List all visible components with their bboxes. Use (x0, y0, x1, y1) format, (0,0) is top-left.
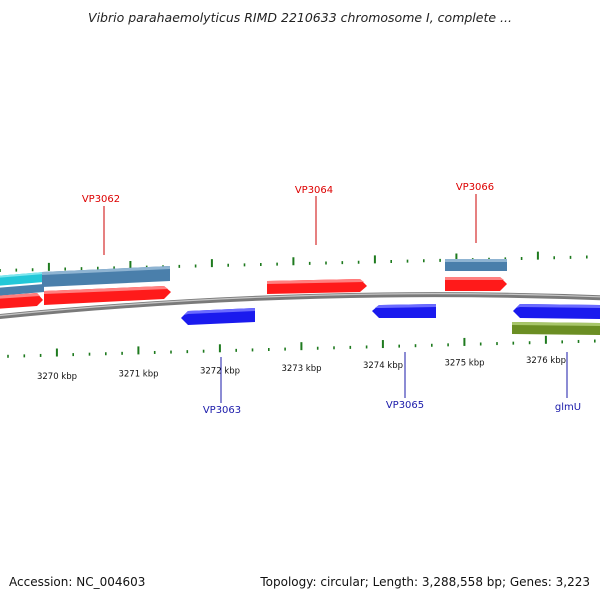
scale-labels: 3270 kbp 3271 kbp 3272 kbp 3273 kbp 3274 kbp… (37, 356, 566, 382)
gene-label-vp3065: VP3065 (386, 400, 424, 411)
scale-label-3272: 3272 kbp (200, 367, 240, 377)
scale-label-3273: 3273 kbp (281, 364, 321, 374)
forward-gene-vp3062 (44, 286, 171, 305)
reverse-gene-glmu (513, 304, 600, 319)
scale-label-3271: 3271 kbp (118, 369, 158, 379)
chromosome-backbone-highlight (0, 293, 600, 317)
gene-labels: VP3062 VP3063 VP3064 VP3065 VP3066 glmU (82, 182, 581, 416)
cds-block-left (0, 284, 44, 296)
inner-tick-ring (7, 335, 596, 358)
forward-gene-vp3064 (267, 279, 367, 294)
scale-label-3276: 3276 kbp (526, 356, 566, 366)
olive-feature (512, 322, 600, 335)
map-title: Vibrio parahaemolyticus RIMD 2210633 chr… (88, 10, 512, 25)
gene-label-vp3066: VP3066 (456, 182, 494, 193)
cyan-feature (0, 272, 44, 286)
gene-label-glmu: glmU (555, 402, 581, 413)
scale-label-3275: 3275 kbp (444, 359, 484, 369)
scale-label-3274: 3274 kbp (363, 361, 403, 371)
cds-block-vp3066 (445, 259, 507, 271)
forward-gene-left (0, 293, 43, 309)
gene-label-vp3062: VP3062 (82, 194, 120, 205)
reverse-gene-vp3065 (372, 304, 436, 318)
outer-tick-ring (0, 251, 588, 272)
accession-text: Accession: NC_004603 (9, 575, 146, 589)
gene-label-vp3063: VP3063 (203, 405, 241, 416)
gene-label-vp3064: VP3064 (295, 185, 333, 196)
cds-block-vp3062 (42, 266, 170, 287)
forward-gene-vp3066 (445, 277, 507, 291)
scale-label-3270: 3270 kbp (37, 372, 77, 382)
reverse-gene-vp3063 (181, 308, 255, 325)
genome-summary-text: Topology: circular; Length: 3,288,558 bp… (260, 575, 590, 589)
chromosome-backbone (0, 292, 600, 320)
